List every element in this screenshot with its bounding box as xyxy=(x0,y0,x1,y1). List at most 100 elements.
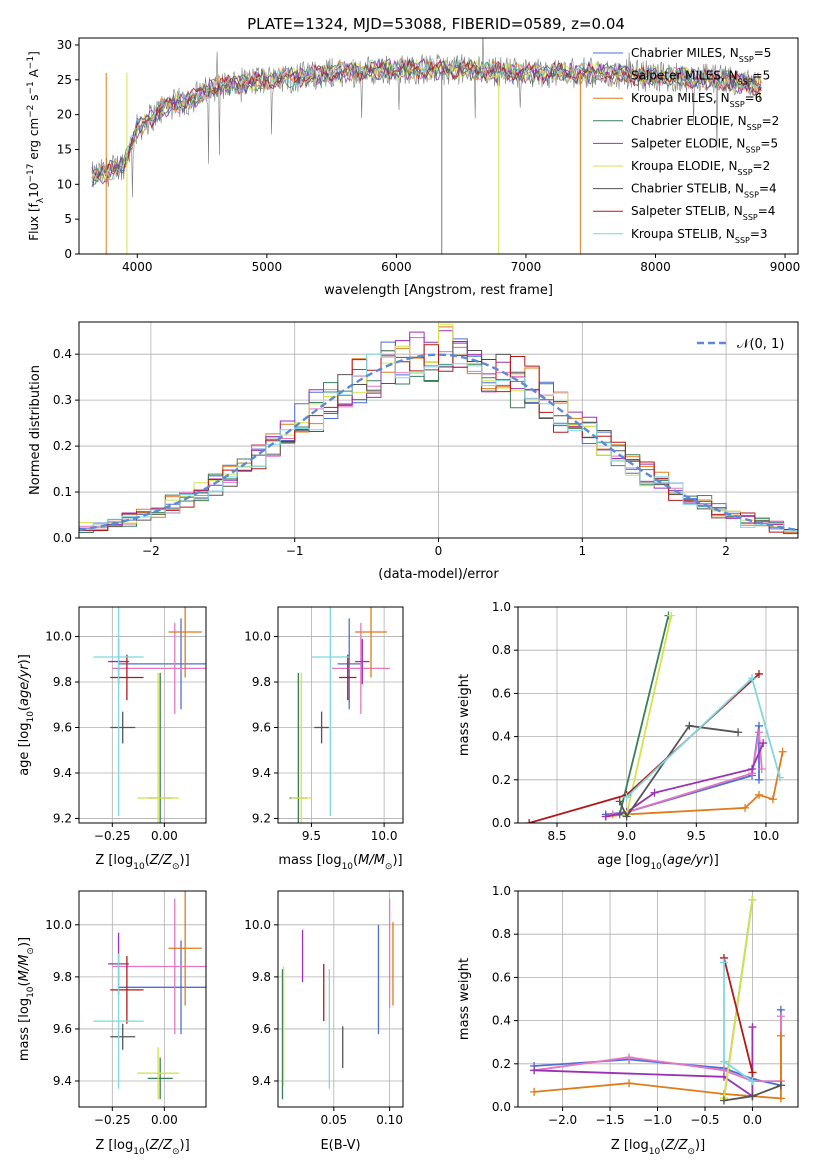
legend-entry: 𝒩(0, 1) xyxy=(737,337,784,352)
x-axis-label: (data-model)/error xyxy=(378,567,499,582)
legend-entry: Chabrier STELIB, NSSP=4 xyxy=(631,182,777,200)
plot-area xyxy=(281,898,394,1100)
y-tick-label: 9.6 xyxy=(252,1022,271,1036)
data-point-marker xyxy=(622,793,631,802)
y-tick-label: 0.0 xyxy=(492,1100,511,1114)
data-point-marker xyxy=(530,1066,539,1075)
y-tick-label: 1.0 xyxy=(492,600,511,614)
plot-area xyxy=(530,895,785,1105)
x-tick-label: 0.0 xyxy=(743,1113,762,1127)
data-point-marker xyxy=(719,958,728,967)
y-tick-label: 5 xyxy=(64,212,72,226)
data-point-marker xyxy=(530,1087,539,1096)
axes-frame xyxy=(517,606,799,824)
data-point-marker xyxy=(748,1068,757,1077)
data-point-marker xyxy=(776,1012,785,1021)
mass-weight-line xyxy=(534,1027,754,1098)
model-spectrum xyxy=(91,58,762,181)
y-axis-label: Flux [fλ10−17 erg cm−2 s−1 A−1] xyxy=(26,51,46,241)
plot-area xyxy=(93,607,206,823)
data-point-marker xyxy=(625,1053,634,1062)
age-vs-mass-panel: 9.5 10.0 9.2 9.4 9.6 9.8 10.0 mass [log10(M/M⊙)… xyxy=(244,606,404,872)
y-tick-label: 9.2 xyxy=(53,811,72,825)
x-tick-label: 10.0 xyxy=(371,829,398,843)
y-tick-label: 9.4 xyxy=(252,1074,271,1088)
data-point-marker xyxy=(776,1031,785,1040)
y-tick-label: 9.8 xyxy=(252,970,271,984)
x-tick-label: −2.0 xyxy=(548,1113,577,1127)
data-point-marker xyxy=(719,1057,728,1066)
y-tick-label: 0.6 xyxy=(492,686,511,700)
x-tick-label: 2 xyxy=(722,544,730,558)
data-point-marker xyxy=(754,669,763,678)
data-point-marker xyxy=(775,773,784,782)
y-tick-label: 9.4 xyxy=(53,766,72,780)
data-point-marker xyxy=(667,611,676,620)
y-tick-label: 0.6 xyxy=(492,970,511,984)
x-tick-label: 9.0 xyxy=(617,829,636,843)
y-tick-label: 1.0 xyxy=(492,884,511,898)
y-tick-label: 9.6 xyxy=(53,721,72,735)
plot-area xyxy=(91,38,762,254)
y-tick-label: 9.6 xyxy=(53,1022,72,1036)
data-point-marker xyxy=(748,765,757,773)
x-tick-label: 0.00 xyxy=(151,1113,178,1127)
x-tick-label: 5000 xyxy=(252,260,283,274)
data-point-marker xyxy=(768,795,777,804)
x-tick-label: −2 xyxy=(142,544,160,558)
y-tick-label: 0.4 xyxy=(492,730,511,744)
legend-entry: Kroupa STELIB, NSSP=3 xyxy=(631,227,768,245)
x-axis-label: Z [log10(Z/Z⊙)] xyxy=(611,1138,705,1157)
x-tick-label: 8.5 xyxy=(547,829,566,843)
y-tick-label: 0.2 xyxy=(53,439,72,453)
y-axis-label: mass weight xyxy=(457,958,472,1040)
mass-weight-line xyxy=(723,899,754,1099)
residual-histogram xyxy=(79,353,798,532)
y-tick-label: 9.4 xyxy=(252,766,271,780)
x-tick-label: 0 xyxy=(435,544,443,558)
x-axis-label: Z [log10(Z/Z⊙)] xyxy=(95,853,189,872)
data-point-marker xyxy=(685,721,694,730)
data-point-marker xyxy=(757,765,766,773)
axes-frame xyxy=(78,37,799,255)
x-axis-label: Z [log10(Z/Z⊙)] xyxy=(95,1138,189,1157)
residual-histogram xyxy=(79,344,798,533)
x-tick-label: 4000 xyxy=(122,260,153,274)
plot-area xyxy=(79,323,798,535)
y-tick-label: 15 xyxy=(57,142,72,156)
x-tick-label: 6000 xyxy=(381,260,412,274)
data-point-marker xyxy=(622,812,631,821)
mass-weight-line xyxy=(618,615,670,815)
y-tick-label: 0.0 xyxy=(492,816,511,830)
age-vs-metallicity-panel: −0.25 0.00 9.2 9.4 9.6 9.8 10.0 Z [log10(Z/Z⊙)]… xyxy=(17,606,207,872)
model-spectrum xyxy=(91,58,762,185)
y-axis-label: mass [log10(M/M⊙)] xyxy=(17,937,36,1061)
y-axis-label: age [log10(age/yr)] xyxy=(17,654,36,776)
x-tick-label: −1.5 xyxy=(595,1113,624,1127)
data-point-marker xyxy=(719,1096,728,1105)
legend-entry: Chabrier ELODIE, NSSP=2 xyxy=(631,114,779,132)
y-tick-label: 0 xyxy=(64,247,72,261)
mass-weight-line xyxy=(618,724,739,819)
data-point-marker xyxy=(748,1023,757,1032)
data-point-marker xyxy=(748,1092,757,1101)
y-tick-label: 0.4 xyxy=(492,1014,511,1028)
data-point-marker xyxy=(650,788,659,797)
data-point-marker xyxy=(625,1079,634,1088)
data-point-marker xyxy=(754,775,763,784)
y-tick-label: 20 xyxy=(57,108,72,122)
residuals-panel: −2 −1 0 1 2 0.0 0.1 0.2 0.3 0.4 (data-model)/error… xyxy=(28,321,799,582)
mass-vs-metallicity-panel: −0.25 0.00 9.4 9.6 9.8 10.0 Z [log10(Z/Z⊙)] mas… xyxy=(17,890,207,1157)
x-tick-label: 10.0 xyxy=(753,829,780,843)
axes-frame xyxy=(78,606,207,824)
data-point-marker xyxy=(776,1094,785,1103)
y-tick-label: 0.3 xyxy=(53,393,72,407)
mass-weight-vs-metallicity-panel: −2.0 −1.5 −1.0 −0.5 0.0 0.0 0.2 0.4 0.6 0.8 1.0 mas… xyxy=(457,884,799,1157)
y-tick-label: 0.0 xyxy=(53,531,72,545)
mass-weight-vs-age-panel: 8.5 9.0 9.5 10.0 0.0 0.2 0.4 0.6 0.8 1.0 mass weig… xyxy=(457,600,799,872)
x-tick-label: −0.25 xyxy=(94,829,131,843)
y-tick-label: 0.2 xyxy=(492,773,511,787)
x-axis-label: wavelength [Angstrom, rest frame] xyxy=(324,283,553,298)
x-tick-label: 7000 xyxy=(511,260,542,274)
